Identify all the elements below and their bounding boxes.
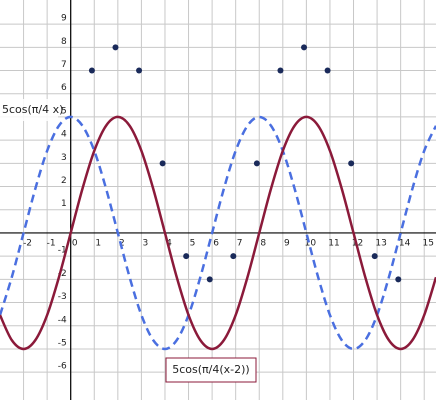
x-tick-label: 5 [190,238,196,248]
x-tick-label: 11 [328,238,339,248]
point [253,160,260,167]
y-tick-label: -6 [58,362,67,372]
point [206,276,213,283]
x-tick-label: -1 [47,238,56,248]
point [159,160,166,167]
point [348,160,355,167]
x-tick-label: 14 [399,238,411,248]
x-tick-label: 4 [166,238,172,248]
x-tick-label: 6 [213,238,219,248]
y-tick-label: -2 [58,269,67,279]
x-tick-label: 9 [284,238,290,248]
label-box [0,99,58,121]
y-tick-label: 3 [61,153,67,163]
y-tick-label: 4 [61,130,67,140]
y-tick-label: 8 [61,37,67,47]
x-tick-label: 15 [422,238,433,248]
x-tick-label: 10 [305,238,317,248]
curve [0,115,436,351]
y-tick-label: -3 [58,292,67,302]
point [88,67,95,74]
point [371,253,378,260]
x-tick-label: 0 [72,238,78,248]
y-tick-label: 7 [61,60,67,70]
y-tick-label: 1 [61,199,67,209]
point [277,67,284,74]
x-tick-label: 8 [260,238,266,248]
y-tick-label: 2 [61,176,67,186]
curve [0,115,436,351]
x-tick-label: 1 [95,238,101,248]
point [324,67,331,74]
curve-label: 5cos(π/4 x) [2,103,63,116]
curve-label: 5cos(π/4(x-2)) [172,363,249,376]
point [395,276,402,283]
label-box [165,357,257,383]
point [112,44,119,51]
x-tick-label: -2 [23,238,32,248]
y-tick-label: 5 [61,106,67,116]
y-tick-label: 6 [61,83,67,93]
y-tick-label: -1 [58,246,67,256]
x-tick-label: 13 [375,238,386,248]
x-tick-label: 7 [237,238,243,248]
point [136,67,143,74]
y-tick-label: -4 [58,315,67,325]
y-tick-label: -5 [58,338,67,348]
point [183,253,190,260]
y-tick-label: 9 [61,14,67,24]
x-tick-label: 3 [143,238,149,248]
point [301,44,308,51]
point [230,253,237,260]
